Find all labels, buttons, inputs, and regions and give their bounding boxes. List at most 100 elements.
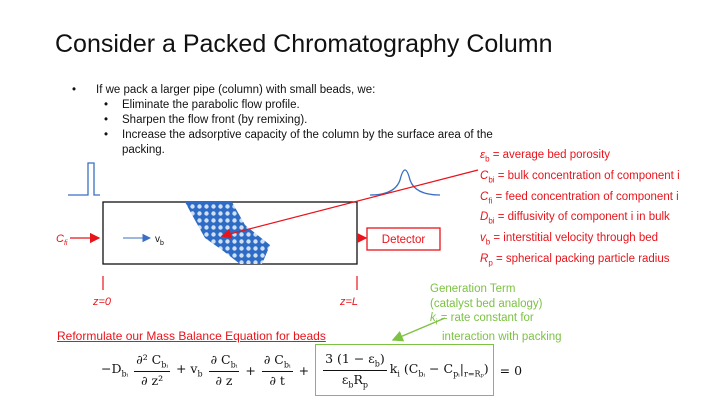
generation-line: Generation Term [430,283,516,295]
generation-line: (catalyst bed analogy) [430,297,543,310]
eq-run: 3 (1 − εb [325,351,380,369]
outlet-peak [369,169,441,196]
eq-sub: r=Rₚ [464,369,484,379]
fraction: ∂ Cbᵢ ∂ z [208,352,240,388]
text: = bulk concentration of component i [494,169,680,182]
symbol: C [480,190,489,203]
eq-text: ∂² C [136,352,162,368]
text: = interstitial velocity through bed [490,232,659,245]
eq-run: ∂ Cbᵢ [211,352,238,370]
eq-text: −D [101,361,122,377]
generation-note: Generation Term (catalyst bed analogy) ki … [430,282,562,344]
eq-text: ∂ C [263,352,284,368]
eq-sub: bᵢ [283,360,291,370]
symbol: D [480,211,489,224]
eq-text: + [245,362,256,378]
equation: −Dbᵢ ∂² Cbᵢ ∂ z² + vb ∂ Cbᵢ ∂ z + ∂ Cbᵢ ∂ t +3 (1… [98,342,525,398]
symbol: R [480,252,489,265]
eq-sub: bᵢ [418,369,426,379]
eq-run: ∂ t [270,373,285,388]
definition: εb = average bed porosity [480,147,680,168]
eq-sub: b [348,380,354,389]
eq-text: ∂ t [269,372,285,388]
eq-run: |r=Rₚ [459,361,484,379]
sub-bullet-dot: • [104,114,109,126]
subscript: b [485,154,490,164]
eq-text: − C [425,361,454,377]
boxed-term: 3 (1 − εb) εbRp ki (Cbᵢ − Cpᵢ|r=Rₚ) [315,344,494,396]
sub-bullet: Eliminate the parabolic flow profile. [122,99,300,111]
detector-label: Detector [382,234,426,246]
eq-text: = 0 [499,362,523,378]
definitions: εb = average bed porosity Cbi = bulk conc… [480,147,680,272]
eq-sub: bᵢ [121,369,129,379]
symbol: C [480,169,489,182]
eq-run: ∂ Cbᵢ [263,352,291,370]
eq-text: ε [341,371,349,387]
velocity-label: vb [155,234,164,247]
velocity-symbol: v [155,234,160,245]
eq-term: + [299,363,309,378]
eq-run: ) [484,361,489,376]
eq-run: ∂ z [215,373,232,388]
reformulate-heading: Reformulate our Mass Balance Equation fo… [57,329,326,343]
feed-label: Cfi [56,233,68,247]
numerator: ∂² Cbᵢ [134,352,170,372]
generation-arrow [391,317,446,342]
eq-text: | [459,361,465,377]
eq-run: −Dbᵢ [101,361,129,379]
eq-sub: pᵢ [453,369,460,379]
denominator: ∂ z [213,372,234,388]
eq-term: = 0 [500,363,522,378]
detector-box [366,227,441,251]
symbol: v [480,232,486,245]
eq-sub: b [197,369,203,379]
numerator: 3 (1 − εb) [323,351,387,371]
sub-bullet-dot: • [104,99,109,111]
text: = diffusivity of component i in bulk [494,211,670,224]
eq-text: ) [483,361,489,377]
numerator: ∂ Cbᵢ [261,352,293,372]
definition: Rp = spherical packing particle radius [480,251,680,272]
subscript: p [488,258,493,268]
velocity-subscript: b [160,240,164,247]
eq-run: ki [390,361,400,379]
title: Consider a Packed Chromatography Column [55,30,553,58]
eq-run: + [299,363,309,378]
text: = average bed porosity [489,149,611,161]
eq-text: ) [379,351,385,366]
definition: Cfi = feed concentration of component i [480,189,680,210]
text: = feed concentration of component i [492,190,679,203]
eq-run: − Cpᵢ [425,361,460,379]
bullet: If we pack a larger pipe (column) with s… [96,84,376,96]
eq-run: εb [341,371,354,390]
denominator: εbRp [340,371,370,390]
denominator: ∂ z² [139,372,165,388]
denominator: ∂ t [268,372,287,388]
eq-text: 3 (1 − ε [325,351,375,366]
bullet-dot: • [72,84,77,96]
eq-run: = 0 [500,363,522,378]
subscript: i [435,317,438,327]
eq-sub: i [397,369,400,379]
eq-sub: b [374,359,380,369]
eq-sub: p [362,380,368,389]
fraction: ∂ Cbᵢ ∂ t [261,352,293,388]
eq-text: (C [399,361,419,377]
eq-term: ki (Cbᵢ − Cpᵢ|r=Rₚ) [390,361,489,379]
eq-run: Rp [353,372,368,390]
symbol: k [430,312,436,324]
definition: Cbi = bulk concentration of component i [480,168,680,189]
definition: vb = interstitial velocity through bed [480,230,680,251]
eq-text: + [298,362,310,378]
eq-text: ∂ z [215,372,233,388]
sub-bullet-dot: • [104,129,109,141]
text: = rate constant for [437,312,534,324]
eq-run: + [245,363,255,378]
eq-run: (Cbᵢ [399,361,426,379]
eq-term: + [245,363,255,378]
eq-term: + vb [176,361,203,379]
eq-run: + vb [176,361,203,379]
